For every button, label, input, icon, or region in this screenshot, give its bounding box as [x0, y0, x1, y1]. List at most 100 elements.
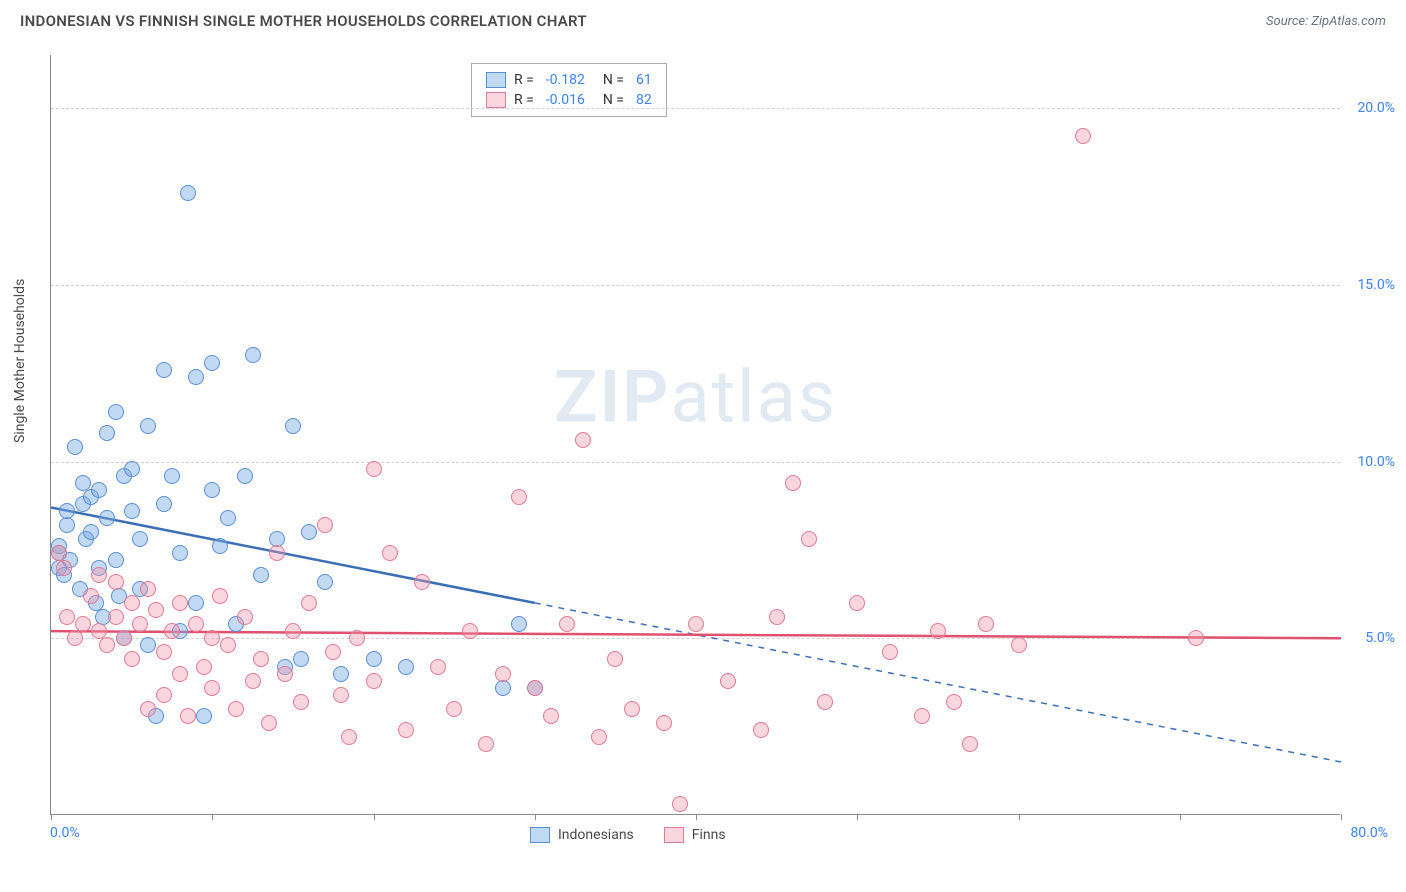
- data-point: [140, 581, 156, 597]
- data-point: [978, 616, 994, 632]
- series-legend-item: Indonesians: [530, 827, 634, 843]
- data-point: [172, 666, 188, 682]
- data-point: [527, 680, 543, 696]
- data-point: [99, 637, 115, 653]
- data-point: [132, 616, 148, 632]
- data-point: [124, 503, 140, 519]
- data-point: [607, 651, 623, 667]
- data-point: [91, 482, 107, 498]
- data-point: [672, 796, 688, 812]
- data-point: [156, 687, 172, 703]
- data-point: [277, 666, 293, 682]
- x-axis-max: 80.0%: [1350, 825, 1388, 841]
- data-point: [495, 666, 511, 682]
- data-point: [414, 574, 430, 590]
- data-point: [261, 715, 277, 731]
- data-point: [156, 362, 172, 378]
- data-point: [204, 355, 220, 371]
- data-point: [172, 595, 188, 611]
- y-axis-title: Single Mother Households: [12, 279, 28, 443]
- data-point: [204, 680, 220, 696]
- data-point: [99, 425, 115, 441]
- data-point: [398, 659, 414, 675]
- chart-container: Single Mother Households ZIPatlas R =-0.…: [50, 55, 1390, 845]
- data-point: [196, 659, 212, 675]
- data-point: [108, 552, 124, 568]
- data-point: [140, 701, 156, 717]
- data-point: [285, 623, 301, 639]
- data-point: [245, 347, 261, 363]
- data-point: [946, 694, 962, 710]
- x-tick: [1180, 814, 1181, 820]
- data-point: [301, 524, 317, 540]
- data-point: [164, 623, 180, 639]
- data-point: [382, 545, 398, 561]
- data-point: [204, 482, 220, 498]
- data-point: [333, 666, 349, 682]
- data-point: [882, 644, 898, 660]
- data-point: [91, 567, 107, 583]
- data-point: [688, 616, 704, 632]
- data-point: [212, 588, 228, 604]
- legend-swatch: [530, 827, 550, 843]
- y-tick-label: 5.0%: [1365, 630, 1395, 646]
- data-point: [624, 701, 640, 717]
- data-point: [962, 736, 978, 752]
- data-point: [172, 545, 188, 561]
- data-point: [56, 560, 72, 576]
- data-point: [253, 567, 269, 583]
- data-point: [59, 517, 75, 533]
- data-point: [108, 609, 124, 625]
- data-point: [575, 432, 591, 448]
- data-point: [67, 439, 83, 455]
- data-point: [495, 680, 511, 696]
- x-tick: [1341, 814, 1342, 820]
- x-tick: [535, 814, 536, 820]
- data-point: [83, 588, 99, 604]
- data-point: [656, 715, 672, 731]
- data-point: [83, 524, 99, 540]
- x-tick: [1019, 814, 1020, 820]
- x-tick: [51, 814, 52, 820]
- data-point: [720, 673, 736, 689]
- data-point: [156, 644, 172, 660]
- x-tick: [696, 814, 697, 820]
- data-point: [164, 468, 180, 484]
- data-point: [1188, 630, 1204, 646]
- grid-line: [51, 462, 1340, 463]
- y-tick-label: 10.0%: [1357, 454, 1395, 470]
- data-point: [220, 637, 236, 653]
- data-point: [914, 708, 930, 724]
- data-point: [543, 708, 559, 724]
- data-point: [817, 694, 833, 710]
- legend-row: R =-0.182N =61: [486, 70, 652, 90]
- data-point: [366, 673, 382, 689]
- data-point: [180, 708, 196, 724]
- trend-lines: [51, 55, 1341, 815]
- data-point: [285, 418, 301, 434]
- data-point: [124, 461, 140, 477]
- chart-header: INDONESIAN VS FINNISH SINGLE MOTHER HOUS…: [0, 0, 1406, 38]
- data-point: [511, 489, 527, 505]
- y-tick-label: 15.0%: [1357, 277, 1395, 293]
- data-point: [366, 461, 382, 477]
- data-point: [237, 468, 253, 484]
- data-point: [1075, 128, 1091, 144]
- data-point: [849, 595, 865, 611]
- data-point: [430, 659, 446, 675]
- data-point: [59, 609, 75, 625]
- grid-line: [51, 285, 1340, 286]
- data-point: [188, 369, 204, 385]
- data-point: [204, 630, 220, 646]
- data-point: [1011, 637, 1027, 653]
- data-point: [196, 708, 212, 724]
- data-point: [559, 616, 575, 632]
- data-point: [398, 722, 414, 738]
- data-point: [462, 623, 478, 639]
- data-point: [769, 609, 785, 625]
- series-legend-item: Finns: [664, 827, 726, 843]
- data-point: [325, 644, 341, 660]
- data-point: [301, 595, 317, 611]
- data-point: [317, 517, 333, 533]
- data-point: [801, 531, 817, 547]
